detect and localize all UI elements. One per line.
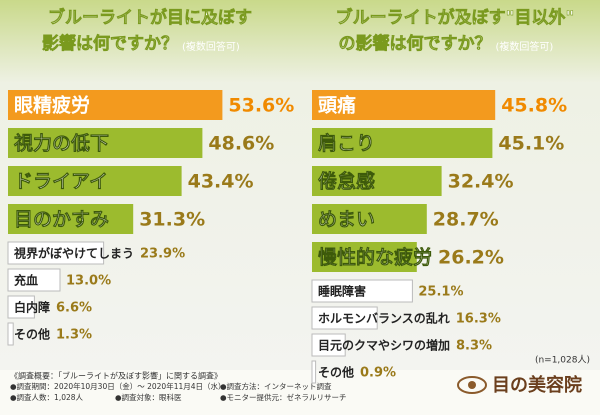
bar (7, 295, 35, 319)
category-label: 肩こり (318, 132, 375, 155)
bar (8, 204, 134, 234)
bar (311, 333, 346, 357)
category-label: めまい (318, 209, 375, 231)
bar (312, 128, 493, 158)
bar (8, 90, 223, 120)
bar (311, 279, 413, 303)
value-label: 6.6% (56, 301, 92, 316)
value-label: 48.6% (208, 133, 274, 155)
value-label: 28.7% (433, 209, 499, 231)
footer-text: 《調査概要：「ブルーライトが及ぼす影響」に関する調査》 (10, 371, 222, 381)
value-label: 32.4% (448, 171, 514, 193)
footer-text: ●調査方法：インターネット調査 (220, 381, 332, 391)
value-label: 1.3% (56, 328, 92, 343)
footer-text: ●調査対象：眼科医 (115, 392, 182, 402)
category-label: 目元のクマやシワの増加 (318, 338, 450, 353)
bar (8, 128, 203, 158)
category-label: ホルモンバランスの乱れ (318, 311, 450, 326)
bar (312, 204, 427, 234)
value-label: 13.0% (66, 274, 111, 289)
logo: 目の美容院 (492, 374, 582, 396)
category-label: ドライアイ (14, 171, 108, 193)
category-label: 慢性的な疲労 (318, 246, 432, 269)
chart-title: ブルーライトが及ぼす"目以外" (336, 7, 575, 28)
bar (312, 166, 442, 196)
category-label: 白内障 (14, 300, 50, 315)
chart-title: 影響は何ですか？ (42, 33, 178, 54)
value-label: 0.9% (360, 366, 396, 381)
value-label: 26.2% (438, 247, 504, 269)
bar (7, 268, 61, 292)
category-label: 視力の低下 (13, 132, 109, 155)
footer-text: ●調査期間：2020年10月30日（金）～ 2020年11月4日（水） (10, 381, 226, 391)
value-label: 16.3% (456, 312, 501, 327)
chart-subtitle: (複数回答可) (496, 40, 554, 53)
bar (7, 241, 105, 265)
chart-title: ブルーライトが目に及ぼす (48, 7, 252, 28)
bar (311, 360, 317, 384)
value-label: 23.9% (140, 247, 185, 262)
bar (312, 242, 417, 272)
chart-subtitle: (複数回答可) (182, 40, 240, 53)
value-label: 53.6% (228, 95, 294, 117)
value-label: 31.3% (139, 209, 205, 231)
logo-eye (457, 376, 487, 394)
category-label: 充血 (14, 273, 38, 288)
category-label: 頭痛 (318, 94, 356, 117)
bar (311, 306, 378, 330)
category-label: その他 (14, 327, 50, 342)
note: (n=1,028人) (535, 355, 590, 366)
value-label: 43.4% (188, 171, 254, 193)
value-label: 8.3% (456, 339, 492, 354)
bar (8, 166, 182, 196)
value-label: 45.1% (498, 133, 564, 155)
category-label: 倦怠感 (318, 170, 375, 193)
footer-text: ●調査人数：1,028人 (10, 392, 84, 402)
footer-bg (0, 370, 600, 415)
value-label: 25.1% (418, 285, 463, 300)
value-label: 45.8% (501, 95, 567, 117)
bar (312, 90, 496, 120)
logo-pupil (468, 381, 476, 389)
footer-text: ●モニター提供元：ゼネラルリサーチ (220, 392, 347, 402)
category-label: 目のかすみ (14, 209, 109, 231)
category-label: その他 (318, 365, 354, 380)
category-label: 睡眠障害 (318, 284, 366, 299)
category-label: 眼精疲労 (14, 94, 90, 117)
bar (7, 322, 14, 346)
category-label: 視界がぼやけてしまう (13, 246, 134, 261)
chart-title: の影響は何ですか？ (339, 33, 492, 54)
